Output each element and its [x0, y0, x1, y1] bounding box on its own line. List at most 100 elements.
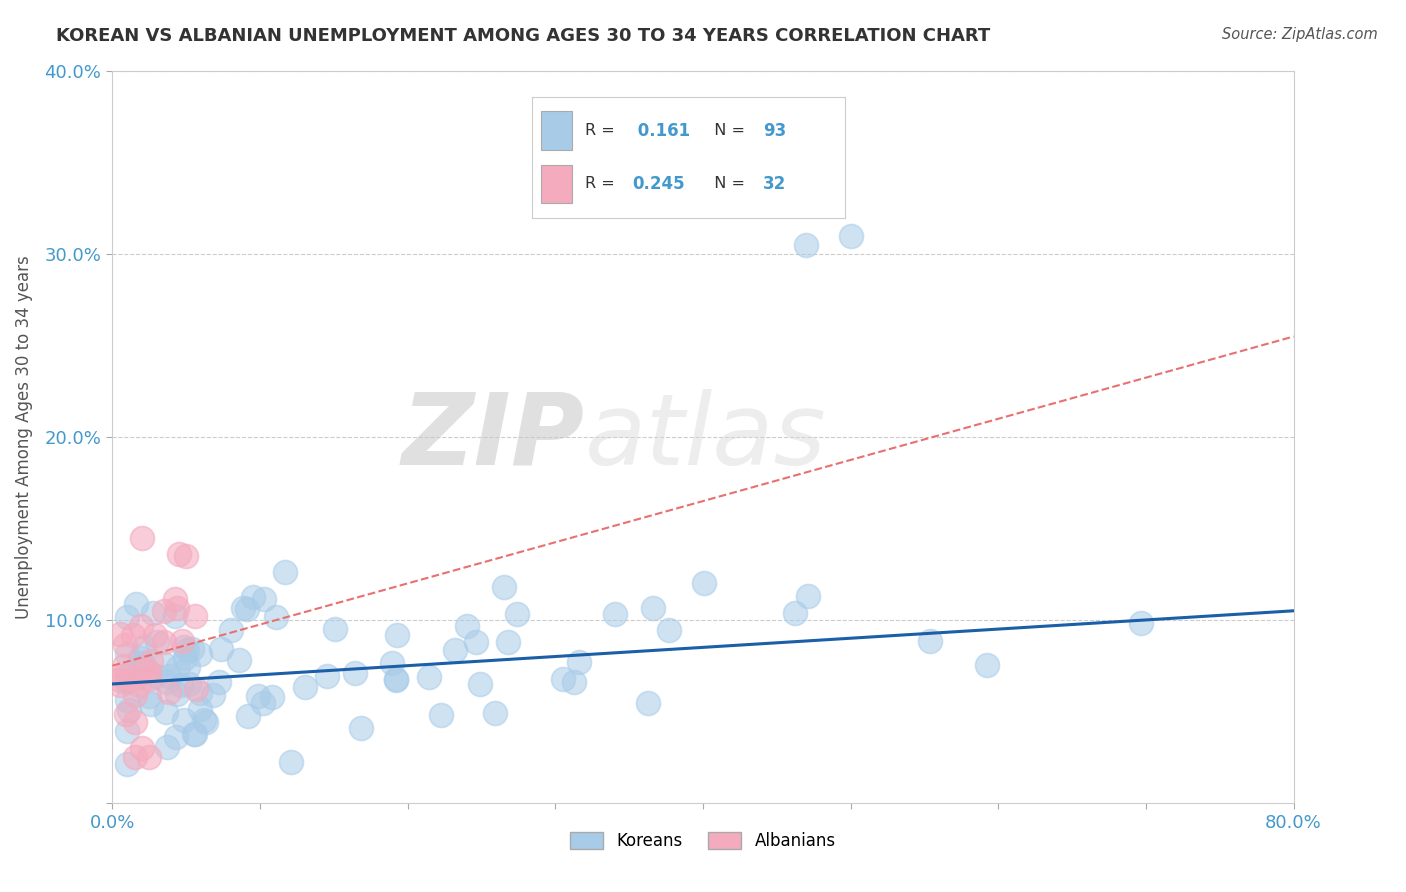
- Point: [117, 757, 138, 772]
- Point: [564, 675, 586, 690]
- Point: [117, 647, 138, 661]
- Point: [785, 606, 807, 620]
- Point: [139, 697, 162, 711]
- Point: [142, 606, 165, 620]
- Point: [498, 635, 520, 649]
- Point: [138, 750, 160, 764]
- Point: [188, 647, 211, 661]
- Point: [157, 669, 180, 683]
- Point: [117, 668, 138, 682]
- Point: [384, 672, 406, 686]
- Point: [456, 618, 478, 632]
- Point: [179, 676, 201, 690]
- Point: [188, 686, 211, 700]
- Point: [662, 146, 685, 161]
- Point: [169, 678, 191, 692]
- Point: [221, 623, 243, 637]
- Point: [176, 642, 198, 657]
- Point: [553, 672, 575, 686]
- Point: [153, 657, 176, 672]
- Point: [125, 597, 148, 611]
- Point: [153, 634, 176, 648]
- Point: [429, 707, 451, 722]
- Point: [129, 660, 152, 674]
- Point: [252, 696, 274, 710]
- Point: [468, 676, 491, 690]
- Point: [201, 688, 224, 702]
- Point: [174, 549, 197, 563]
- Point: [207, 675, 229, 690]
- Point: [124, 714, 146, 729]
- Point: [112, 659, 135, 673]
- Point: [637, 696, 659, 710]
- Point: [108, 673, 131, 688]
- Point: [242, 590, 264, 604]
- Point: [385, 628, 408, 642]
- Point: [184, 608, 207, 623]
- Point: [236, 602, 259, 616]
- Point: [108, 678, 131, 692]
- Point: [115, 706, 138, 721]
- Point: [505, 607, 527, 621]
- Point: [155, 705, 177, 719]
- Point: [167, 660, 190, 674]
- Point: [232, 600, 254, 615]
- Point: [181, 642, 204, 657]
- Y-axis label: Unemployment Among Ages 30 to 34 years: Unemployment Among Ages 30 to 34 years: [15, 255, 34, 619]
- Point: [274, 565, 297, 579]
- Legend: Koreans, Albanians: Koreans, Albanians: [564, 825, 842, 856]
- Point: [165, 730, 187, 744]
- Point: [165, 591, 187, 606]
- Point: [344, 665, 367, 680]
- Point: [156, 740, 179, 755]
- Point: [323, 622, 346, 636]
- Point: [316, 669, 339, 683]
- Point: [143, 628, 166, 642]
- Point: [266, 609, 288, 624]
- Point: [494, 580, 516, 594]
- Point: [146, 635, 169, 649]
- Point: [228, 653, 250, 667]
- Point: [117, 610, 138, 624]
- Point: [177, 660, 200, 674]
- Point: [381, 656, 404, 670]
- Text: atlas: atlas: [585, 389, 827, 485]
- Point: [131, 531, 153, 545]
- Point: [797, 589, 820, 603]
- Point: [568, 655, 591, 669]
- Point: [418, 670, 440, 684]
- Point: [117, 693, 138, 707]
- Point: [918, 634, 941, 648]
- Point: [350, 721, 373, 735]
- Point: [693, 575, 716, 590]
- Point: [603, 607, 626, 621]
- Point: [156, 674, 179, 689]
- Point: [131, 618, 153, 632]
- Point: [153, 604, 176, 618]
- Point: [131, 740, 153, 755]
- Point: [157, 684, 180, 698]
- Point: [173, 713, 195, 727]
- Point: [280, 756, 302, 770]
- Point: [128, 677, 150, 691]
- Text: ZIP: ZIP: [402, 389, 585, 485]
- Point: [183, 727, 205, 741]
- Point: [253, 591, 276, 606]
- Point: [385, 673, 408, 687]
- Point: [262, 690, 284, 704]
- Point: [108, 627, 131, 641]
- Point: [294, 681, 316, 695]
- Point: [839, 229, 862, 244]
- Point: [658, 623, 681, 637]
- Point: [247, 690, 270, 704]
- Point: [134, 662, 156, 676]
- Point: [195, 714, 218, 729]
- Point: [1129, 616, 1152, 631]
- Point: [118, 703, 141, 717]
- Text: KOREAN VS ALBANIAN UNEMPLOYMENT AMONG AGES 30 TO 34 YEARS CORRELATION CHART: KOREAN VS ALBANIAN UNEMPLOYMENT AMONG AG…: [56, 27, 990, 45]
- Point: [183, 727, 205, 741]
- Point: [145, 669, 167, 683]
- Point: [166, 687, 188, 701]
- Point: [464, 634, 486, 648]
- Point: [128, 650, 150, 665]
